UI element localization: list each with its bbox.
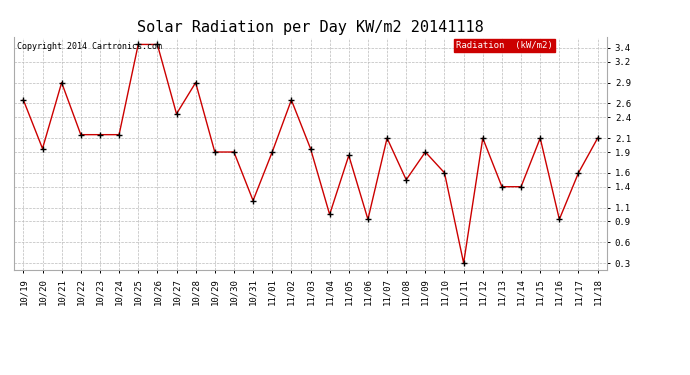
Text: Copyright 2014 Cartronics.com: Copyright 2014 Cartronics.com bbox=[17, 42, 161, 51]
Text: Radiation  (kW/m2): Radiation (kW/m2) bbox=[456, 41, 553, 50]
Title: Solar Radiation per Day KW/m2 20141118: Solar Radiation per Day KW/m2 20141118 bbox=[137, 20, 484, 35]
